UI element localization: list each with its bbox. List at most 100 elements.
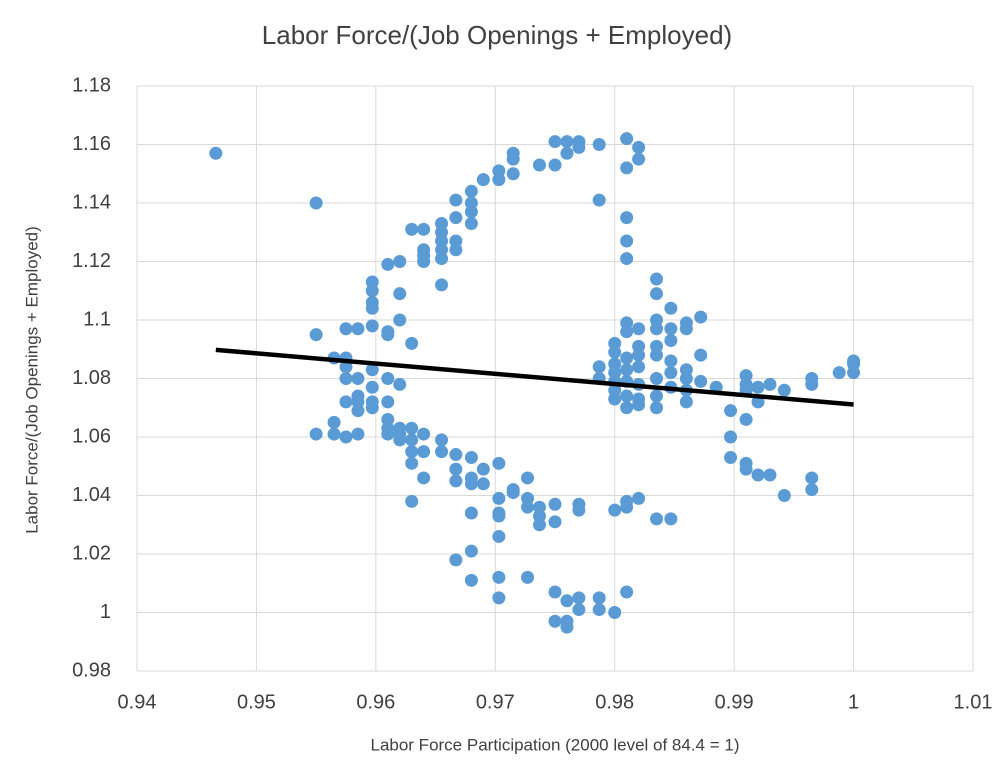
point	[560, 146, 574, 160]
point	[449, 553, 463, 567]
point	[620, 585, 634, 599]
point	[572, 591, 586, 605]
point	[309, 328, 323, 342]
point	[548, 585, 562, 599]
point	[417, 255, 431, 268]
point	[620, 389, 634, 403]
point	[393, 313, 407, 327]
point	[393, 255, 407, 268]
point	[339, 395, 353, 409]
point	[805, 377, 819, 391]
point	[464, 573, 478, 587]
point	[592, 603, 606, 617]
point	[381, 328, 395, 342]
point	[339, 430, 353, 444]
point	[417, 445, 431, 459]
point	[763, 377, 777, 391]
point	[417, 427, 431, 441]
point	[309, 427, 323, 441]
point	[381, 395, 395, 409]
point	[393, 433, 407, 447]
point	[650, 389, 664, 403]
point	[365, 301, 379, 315]
point	[739, 462, 753, 476]
point	[492, 591, 506, 605]
point	[476, 173, 490, 187]
point	[492, 173, 506, 187]
point	[650, 512, 664, 526]
point	[679, 372, 693, 385]
point	[492, 509, 506, 523]
point	[521, 471, 535, 485]
point	[620, 132, 634, 146]
point	[620, 363, 634, 377]
point	[405, 433, 419, 447]
point	[679, 395, 693, 409]
point	[548, 158, 562, 172]
point	[435, 278, 449, 292]
point	[435, 445, 449, 459]
point	[405, 222, 419, 236]
point	[632, 322, 646, 336]
point	[548, 497, 562, 511]
point	[664, 333, 678, 347]
point	[632, 152, 646, 166]
point	[592, 360, 606, 374]
point	[608, 345, 622, 359]
x-tick-label: 1.01	[954, 691, 993, 713]
point	[435, 252, 449, 266]
point	[739, 412, 753, 426]
point	[664, 301, 678, 315]
point	[650, 401, 664, 415]
point	[777, 383, 791, 397]
point	[751, 468, 765, 482]
point	[492, 456, 506, 470]
point	[339, 360, 353, 374]
point	[592, 591, 606, 605]
point	[664, 366, 678, 380]
point	[620, 252, 634, 266]
x-tick-label: 0.99	[715, 691, 754, 713]
point	[664, 354, 678, 368]
point	[724, 450, 738, 464]
y-tick-label: 0.98	[72, 659, 111, 681]
point	[365, 284, 379, 298]
point	[449, 211, 463, 225]
point	[476, 477, 490, 491]
trendline	[215, 347, 854, 407]
x-tick-label: 0.98	[595, 691, 634, 713]
point	[417, 471, 431, 485]
x-tick-label: 0.96	[356, 691, 395, 713]
x-tick-label: 0.97	[476, 691, 515, 713]
point	[650, 287, 664, 301]
point	[506, 167, 520, 181]
x-axis-title: Labor Force Participation (2000 level of…	[370, 735, 739, 754]
y-axis-title: Labor Force/(Job Openings + Employed)	[22, 226, 41, 534]
point	[632, 348, 646, 362]
point	[620, 351, 634, 365]
point	[365, 401, 379, 415]
point	[532, 518, 546, 532]
point	[393, 287, 407, 301]
y-tick-label: 1.06	[72, 425, 111, 447]
point	[381, 372, 395, 385]
point	[560, 135, 574, 149]
point	[464, 450, 478, 464]
y-tick-label: 1.02	[72, 542, 111, 564]
point	[464, 205, 478, 219]
x-tick-label: 0.95	[237, 691, 276, 713]
point	[464, 544, 478, 558]
point	[572, 140, 586, 154]
point	[405, 445, 419, 459]
point	[351, 322, 365, 336]
point	[405, 456, 419, 470]
point	[365, 319, 379, 333]
point	[572, 603, 586, 617]
point	[805, 471, 819, 485]
point	[532, 158, 546, 172]
point	[521, 500, 535, 514]
point	[592, 138, 606, 151]
point	[832, 366, 846, 380]
point	[339, 372, 353, 385]
point	[521, 570, 535, 584]
